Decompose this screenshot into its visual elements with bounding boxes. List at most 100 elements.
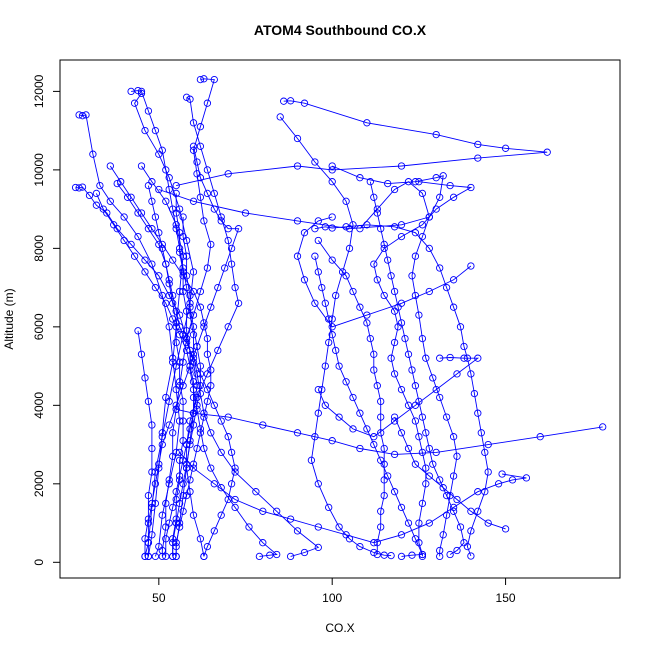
data-point — [231, 495, 239, 504]
data-point — [307, 456, 316, 464]
data-point — [449, 433, 458, 441]
data-point — [474, 140, 482, 149]
data-point — [196, 535, 205, 543]
data-point — [286, 552, 295, 561]
data-point — [370, 193, 378, 201]
data-point — [456, 523, 465, 531]
data-point — [193, 342, 201, 351]
data-point — [422, 354, 430, 362]
data-point — [148, 468, 156, 476]
data-point — [196, 303, 205, 311]
data-point — [404, 350, 413, 358]
data-point — [404, 444, 413, 453]
data-point — [293, 217, 302, 225]
data-point — [481, 488, 489, 496]
data-point — [356, 542, 364, 551]
data-point — [429, 374, 437, 382]
series-line — [176, 100, 548, 187]
data-point — [144, 107, 153, 115]
data-point — [415, 178, 423, 186]
data-point — [151, 552, 160, 561]
data-point — [182, 327, 191, 335]
data-point — [186, 476, 194, 484]
profile-series — [328, 162, 461, 561]
data-point — [411, 460, 420, 468]
data-point — [449, 507, 458, 515]
data-point — [453, 495, 461, 504]
data-point — [314, 523, 322, 531]
data-point — [318, 283, 326, 292]
data-point — [366, 178, 374, 186]
data-point — [210, 480, 218, 488]
profile-series — [127, 86, 205, 561]
data-point — [380, 240, 388, 249]
data-point — [536, 433, 544, 441]
data-point — [200, 217, 208, 225]
data-point — [113, 179, 121, 188]
data-point — [300, 276, 309, 284]
data-point — [207, 366, 215, 374]
data-point — [311, 433, 319, 441]
y-tick-label: 4000 — [32, 392, 46, 419]
data-point — [200, 323, 208, 331]
data-point — [321, 401, 329, 409]
data-point — [207, 464, 215, 472]
data-point — [300, 548, 309, 557]
data-point — [328, 256, 336, 264]
data-point — [436, 552, 444, 561]
data-point — [196, 75, 205, 84]
data-point — [508, 476, 517, 484]
data-point — [432, 174, 440, 182]
data-point — [169, 205, 177, 213]
data-point — [293, 429, 302, 437]
data-point — [314, 409, 322, 417]
data-point — [314, 480, 322, 488]
profile-series — [276, 113, 395, 560]
data-point — [203, 385, 212, 394]
data-point — [328, 213, 336, 221]
data-point — [179, 417, 187, 425]
data-point — [377, 397, 385, 406]
data-point — [189, 511, 198, 519]
data-point — [151, 283, 160, 292]
data-point — [172, 539, 180, 547]
data-point — [189, 409, 198, 417]
data-point — [134, 86, 142, 95]
data-point — [155, 272, 163, 280]
data-point — [328, 178, 336, 186]
data-point — [148, 197, 156, 205]
data-point — [397, 429, 406, 437]
data-point — [436, 393, 444, 402]
data-point — [449, 193, 458, 201]
data-point — [175, 523, 184, 531]
data-point — [165, 519, 173, 527]
data-point — [370, 350, 378, 358]
data-point — [384, 179, 392, 188]
data-point — [207, 429, 215, 437]
data-point — [162, 299, 170, 307]
data-point — [169, 299, 177, 307]
data-point — [425, 244, 433, 253]
data-point — [446, 353, 454, 362]
data-point — [373, 276, 381, 284]
data-point — [415, 433, 423, 441]
data-point — [390, 223, 399, 231]
data-point — [179, 480, 187, 488]
data-point — [155, 229, 163, 237]
data-point — [425, 519, 433, 527]
data-point — [179, 264, 187, 272]
profile-series — [134, 327, 156, 561]
data-point — [96, 181, 104, 190]
data-point — [210, 401, 218, 409]
series-line — [131, 90, 201, 557]
profile-series — [106, 162, 215, 561]
data-point — [436, 193, 444, 201]
data-point — [141, 268, 149, 276]
data-point — [345, 244, 354, 253]
data-point — [172, 189, 180, 198]
series-layer — [71, 75, 607, 561]
data-point — [245, 523, 253, 531]
data-point — [599, 423, 607, 431]
data-point — [224, 413, 232, 421]
data-point — [418, 189, 427, 198]
